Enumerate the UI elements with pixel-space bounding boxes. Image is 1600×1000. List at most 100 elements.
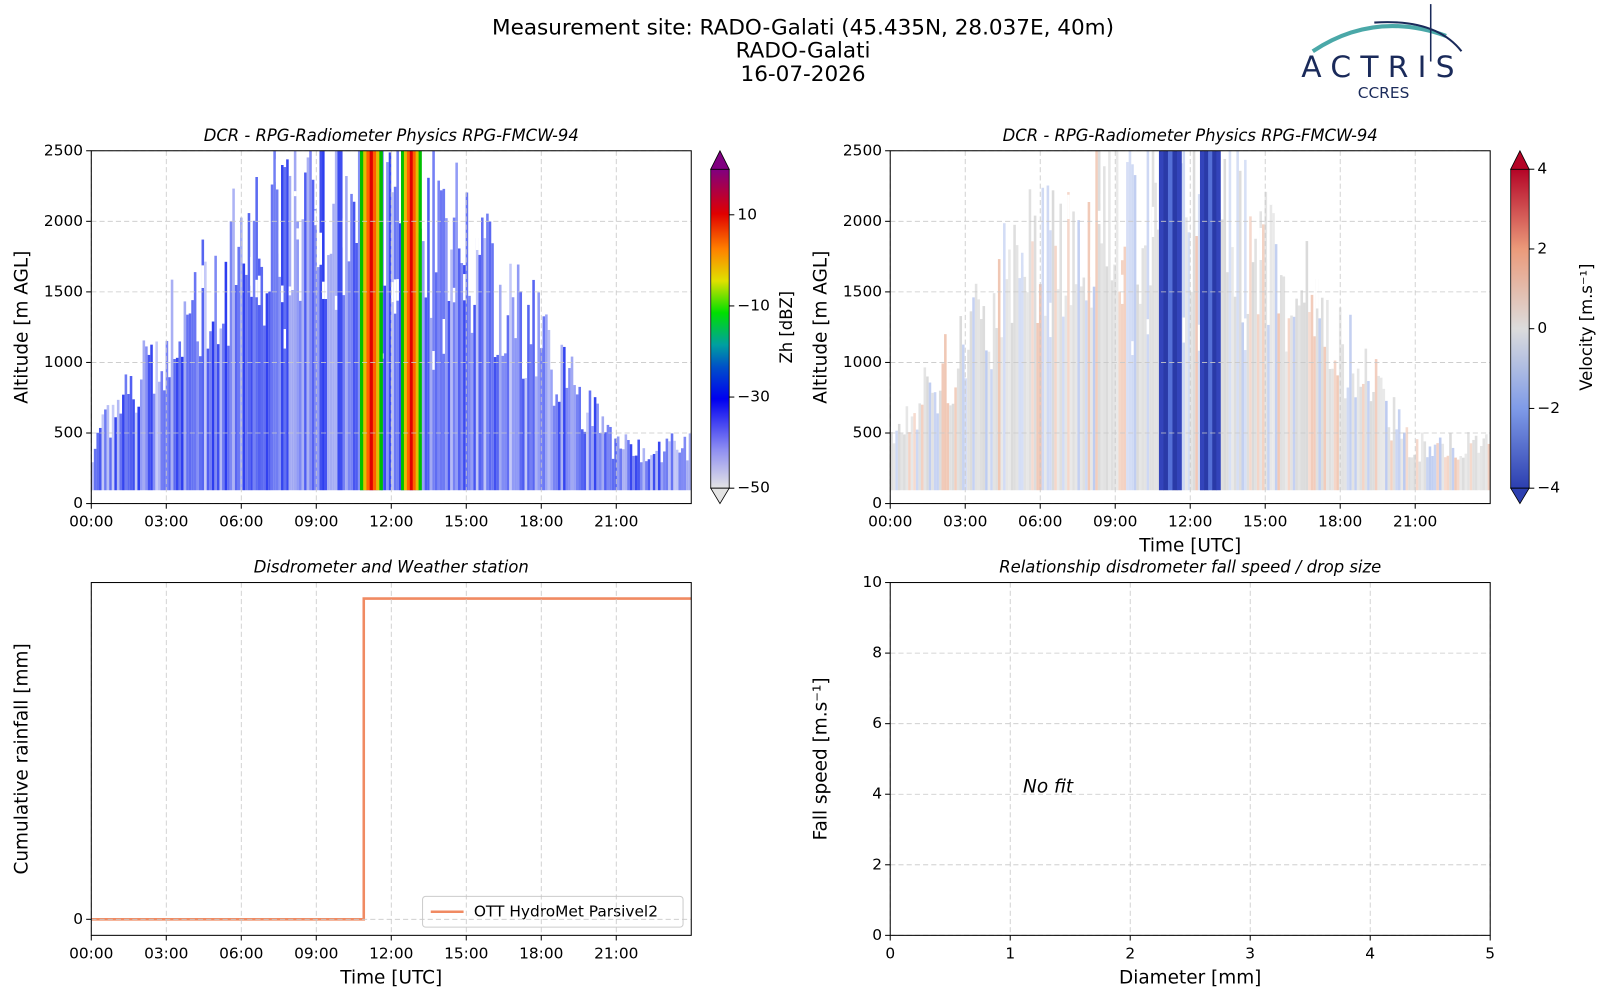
radar-column [1359,386,1362,491]
logo-arc [1374,21,1463,52]
radar-gap [647,168,651,178]
radar-column [1254,238,1257,491]
radar-gap [1474,152,1478,180]
radar-column [1064,295,1068,491]
radar-column [263,325,266,491]
radar-gap [926,168,929,200]
radar-column [481,217,484,491]
radar-gap [1100,193,1104,204]
radar-column [997,259,1001,491]
plot-frame [889,150,1491,505]
x-tick-label: 18:00 [1318,513,1362,531]
radar-gap [614,154,617,186]
radar-column [686,460,689,491]
radar-column [949,405,952,491]
radar-column [1231,247,1234,491]
radar-gap [1436,162,1439,171]
radar-column [239,217,243,491]
y-tick-label: 4 [872,785,882,803]
x-tick-label: 06:00 [219,944,263,962]
radar-column [1405,427,1409,491]
radar-gap [1390,159,1393,178]
y-tick-label: 2500 [843,141,882,159]
radar-gap [116,172,120,186]
radar-column [1026,292,1029,491]
radar-column [936,413,939,491]
radar-column [139,379,143,491]
radar-column [106,405,110,491]
radar-column [345,176,348,491]
radar-column [1158,150,1164,491]
x-tick-label: 21:00 [594,944,638,962]
radar-column [219,328,223,491]
radar-column [1433,444,1437,491]
radar-column [283,167,287,491]
radar-column [964,378,968,491]
x-tick-label: 12:00 [369,944,413,962]
radar-gap [593,184,597,190]
radar-column [611,458,615,491]
radar-gap [1131,341,1134,356]
radar-column [1020,252,1024,491]
radar-gap [545,252,548,277]
radar-column [1103,166,1106,491]
radar-column [216,344,220,491]
radar-column [504,353,507,491]
radar-gap [1269,200,1273,205]
radar-column [1236,150,1239,491]
radar-column [1292,316,1296,491]
radar-column [1423,441,1427,491]
radar-column [1438,437,1442,491]
radar-column [388,152,392,491]
radar-column [1013,224,1016,491]
radar-gap [227,171,230,204]
radar-column [1469,443,1473,491]
radar-column [132,399,135,491]
radar-gap [196,209,199,227]
radar-column [1262,224,1265,491]
radar-gap [1085,187,1088,199]
radar-column [1015,245,1019,491]
radar-gap [91,163,94,184]
radar-column [1461,457,1465,491]
radar-gap [1097,210,1101,225]
radar-gap [281,285,284,303]
radar-column [570,356,574,491]
radar-column [383,285,387,491]
radar-gap [568,201,571,236]
title-line: 16-07-2026 [741,62,866,87]
y-tick-label: 0 [73,910,83,928]
x-tick-label: 06:00 [219,513,263,531]
radar-column [501,355,505,491]
radar-gap [1267,233,1270,260]
radar-gap [96,163,99,190]
radar-column [678,452,681,491]
radar-column [424,297,428,491]
radar-gap [1413,168,1416,180]
colorbar [710,168,730,489]
radar-column [1341,344,1345,491]
x-tick-label: 18:00 [519,513,563,531]
radar-column [355,242,358,491]
radar-column [1051,190,1055,491]
radar-gap [1049,302,1052,338]
radar-column [1344,398,1347,491]
radar-column [406,150,411,491]
radar-gap [995,151,998,186]
radar-gap [316,150,320,181]
radar-column [347,261,351,491]
radar-column [198,356,202,491]
radar-column [668,441,671,491]
radar-column [1397,409,1401,491]
radar-gap [565,152,569,175]
x-tick-label: 06:00 [1018,513,1062,531]
radar-column [437,180,440,491]
radar-gap [1120,274,1124,304]
radar-column [363,150,367,491]
radar-column [1144,245,1147,491]
x-axis-label: Time [UTC] [1138,536,1241,557]
radar-column [201,239,205,491]
radar-column [660,462,664,491]
radar-column [1308,312,1311,491]
radar-column [1010,322,1014,491]
